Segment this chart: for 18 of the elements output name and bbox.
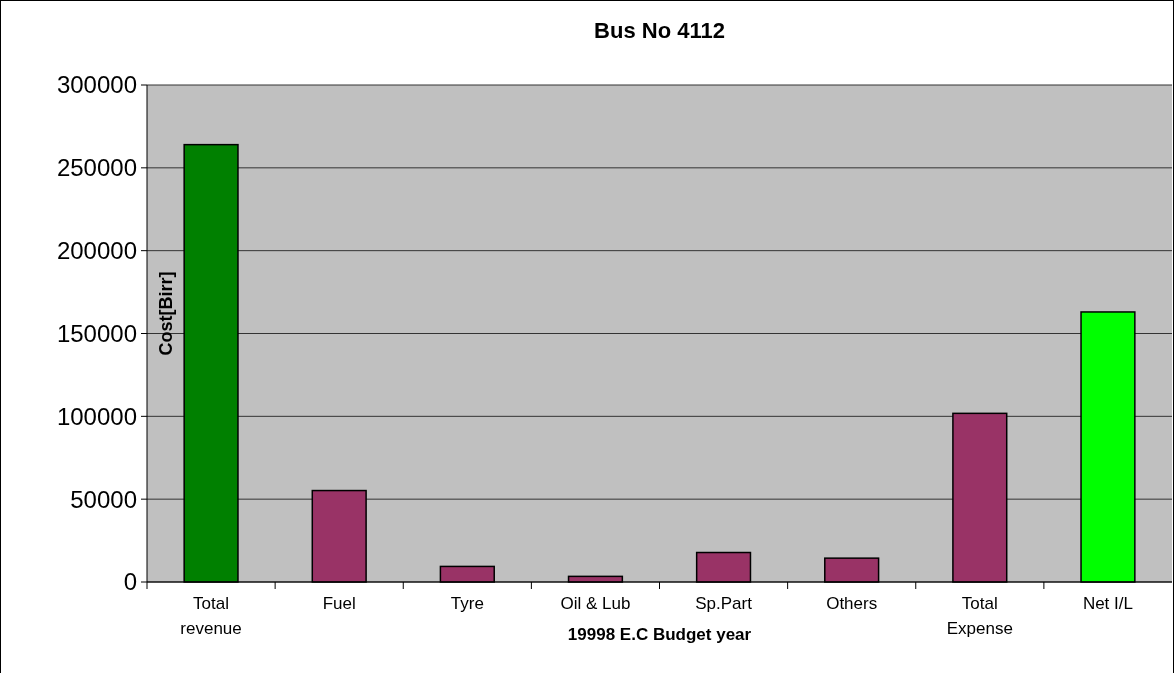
y-tick-label: 100000 (56, 402, 137, 430)
y-tick-label: 250000 (56, 154, 137, 182)
y-tick-label: 200000 (56, 237, 137, 265)
x-tick-label: Others (826, 594, 878, 613)
x-tick-label: Total Expense (946, 594, 1013, 638)
y-tick-label: 0 (123, 568, 137, 596)
y-tick-label: 50000 (70, 485, 137, 513)
x-tick-label: Total revenue (180, 594, 242, 638)
x-tick-label: Tyre (450, 594, 484, 613)
x-tick-label: Sp.Part (695, 594, 753, 613)
y-axis-title: Cost[Birr] (156, 271, 176, 356)
x-tick-label: Oil & Lub (560, 594, 631, 613)
x-axis-title: 19998 E.C Budget year (567, 625, 752, 644)
y-tick-label: 300000 (56, 71, 137, 99)
x-tick-label: Net I/L (1082, 594, 1133, 613)
chart-title: Bus No 4112 (594, 18, 725, 43)
y-tick-label: 150000 (56, 319, 137, 347)
x-tick-label: Fuel (322, 594, 356, 613)
